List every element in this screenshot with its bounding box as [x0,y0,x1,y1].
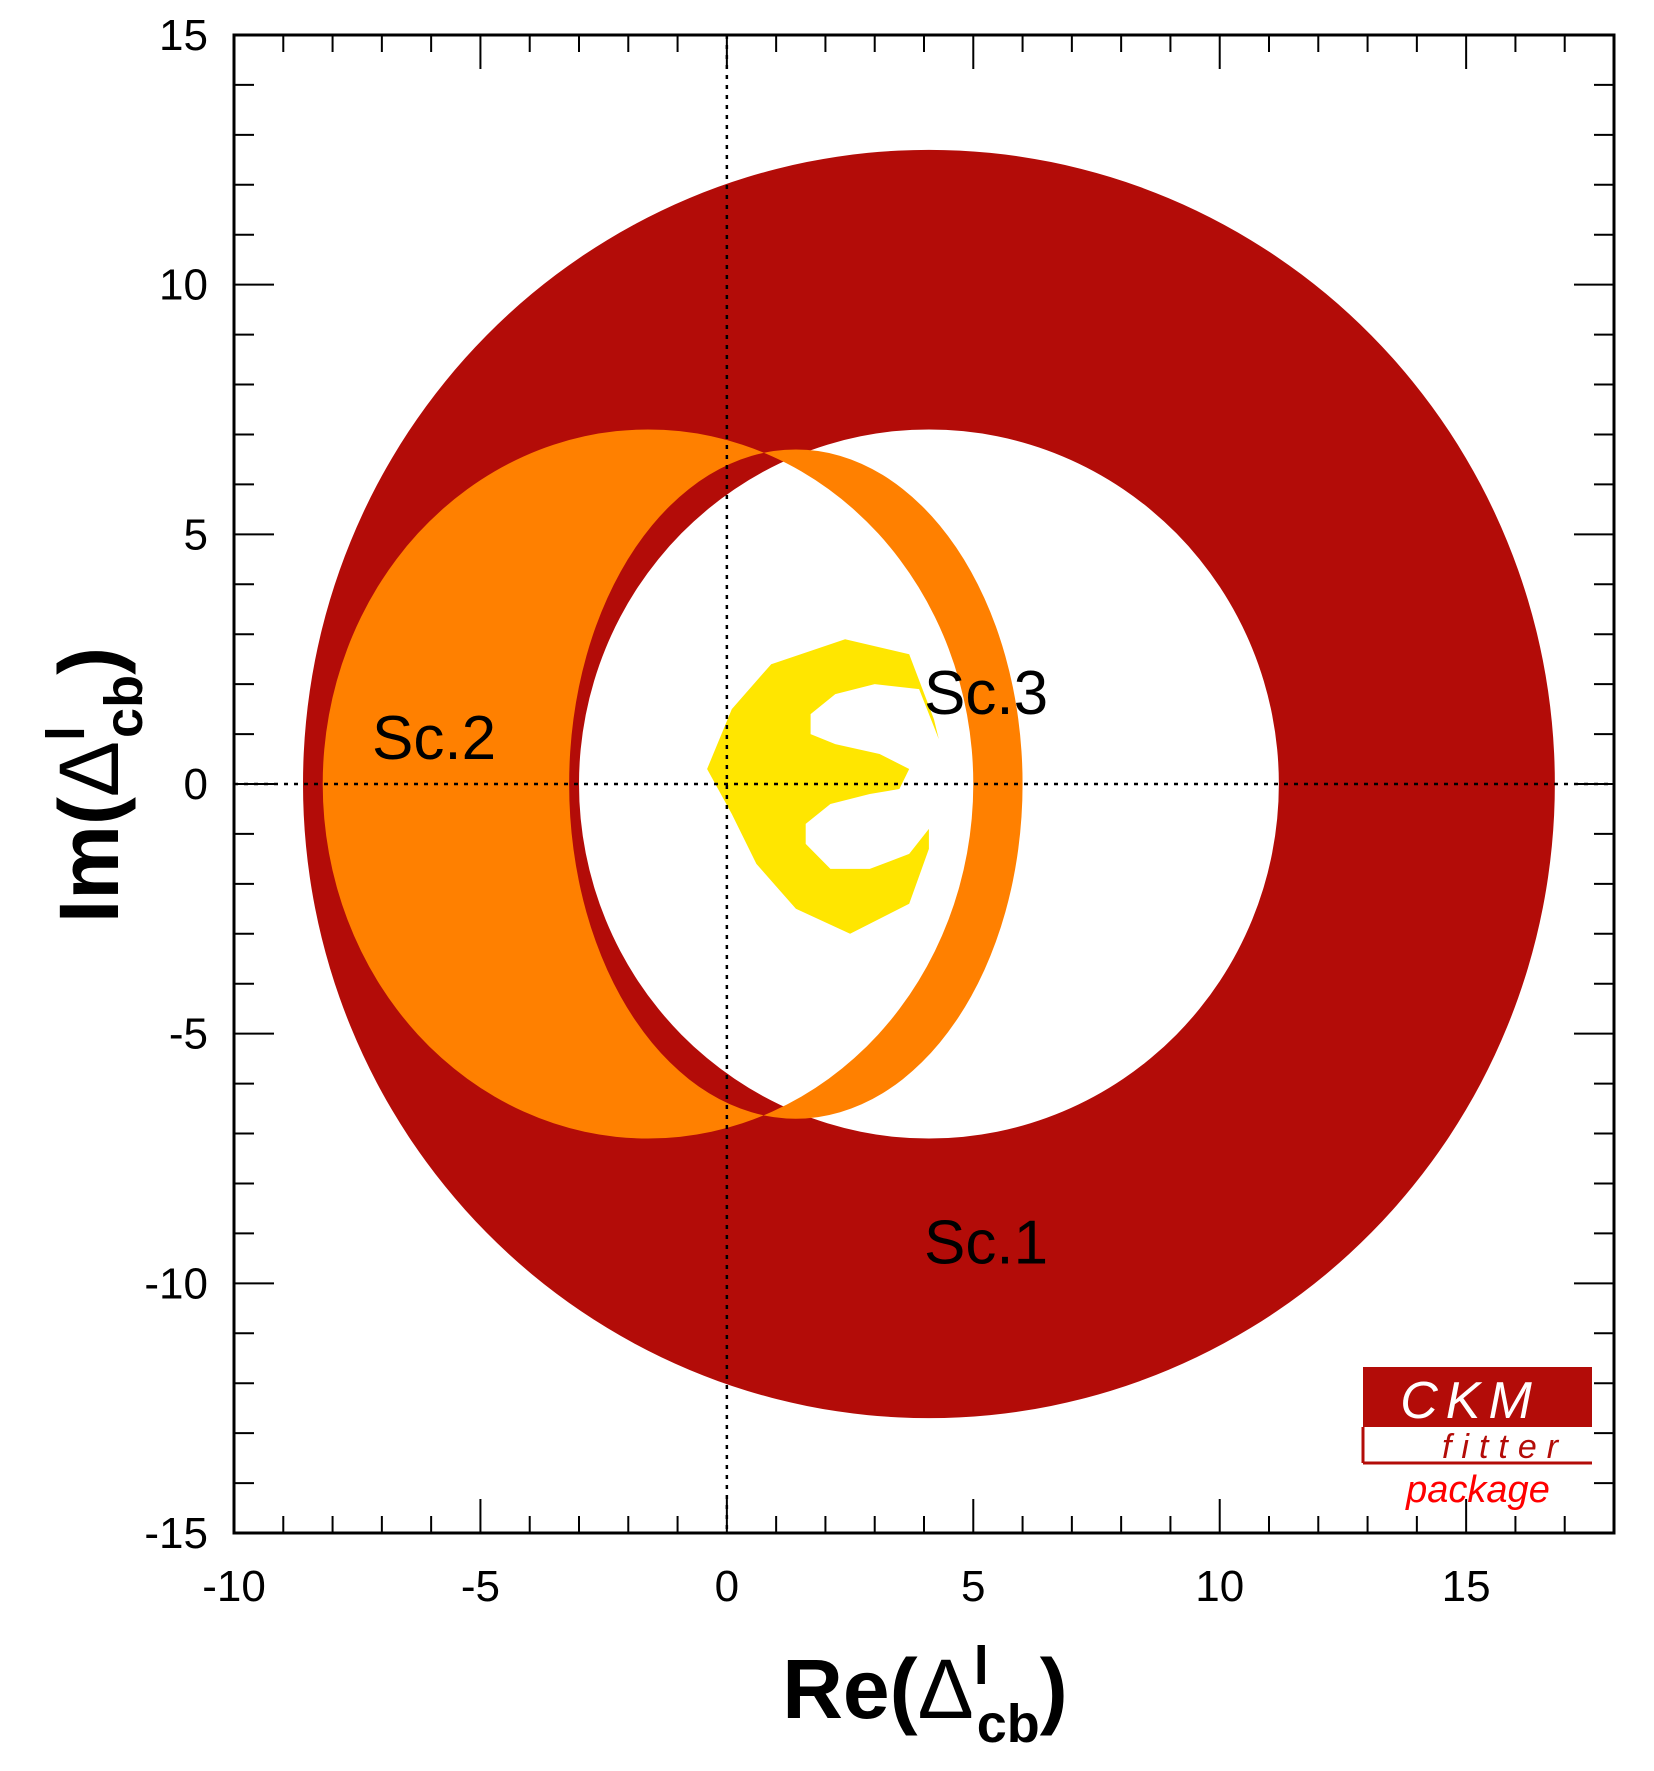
y-axis-title: Im(Δlcb) [36,647,154,923]
x-tick-labels: -10 -5 0 5 10 15 [202,1562,1490,1611]
region-labels: Sc.1 Sc.2 Sc.3 [372,659,1048,1277]
y-tick-label: 10 [159,261,208,310]
y-axis-title-symbol: Δ [42,741,136,797]
region-sc-3 [707,639,939,934]
x-tick-label: 5 [961,1562,985,1611]
y-axis-title-sub: cb [94,675,154,738]
x-axis-title-symbol: Δ [918,1642,974,1736]
logo-line2: fitter [1442,1428,1568,1466]
y-tick-label: 0 [184,760,208,809]
region-label-sc-3: Sc.3 [924,659,1048,728]
y-tick-label: -15 [144,1509,208,1558]
x-axis-title-suffix: ) [1040,1642,1068,1736]
region-label-sc-2: Sc.2 [372,704,496,773]
x-axis-title-prefix: Re( [782,1642,917,1736]
logo-box [1363,1367,1592,1427]
y-axis-title-prefix: Im( [42,797,136,923]
y-tick-label: 15 [159,11,208,60]
region-sc-2 [322,429,1023,1139]
x-tick-label: 0 [715,1562,739,1611]
logo-line3: package [1405,1469,1550,1511]
region-label-sc-1: Sc.1 [924,1208,1048,1277]
x-tick-label: -5 [461,1562,500,1611]
logo-line1: CKM [1400,1372,1540,1430]
y-axis-title-suffix: ) [42,647,136,675]
ckmfitter-logo: CKM fitter package [1361,1367,1592,1511]
y-tick-label: 5 [184,510,208,559]
reference-lines [234,35,1614,1533]
x-tick-label: 15 [1442,1562,1491,1611]
x-axis-title-sub: cb [977,1694,1040,1754]
x-axis-title: Re(Δl cb) [782,1636,1068,1754]
x-axis-title-sup: l [974,1636,989,1696]
y-axis-title-sup: l [36,726,96,741]
x-tick-label: -10 [202,1562,266,1611]
x-tick-label: 10 [1195,1562,1244,1611]
y-tick-label: -10 [144,1259,208,1308]
y-tick-labels: -15 -10 -5 0 5 10 15 [144,11,208,1558]
axis-ticks [233,34,1615,1534]
y-tick-label: -5 [169,1010,208,1059]
confidence-regions [303,149,1555,1419]
